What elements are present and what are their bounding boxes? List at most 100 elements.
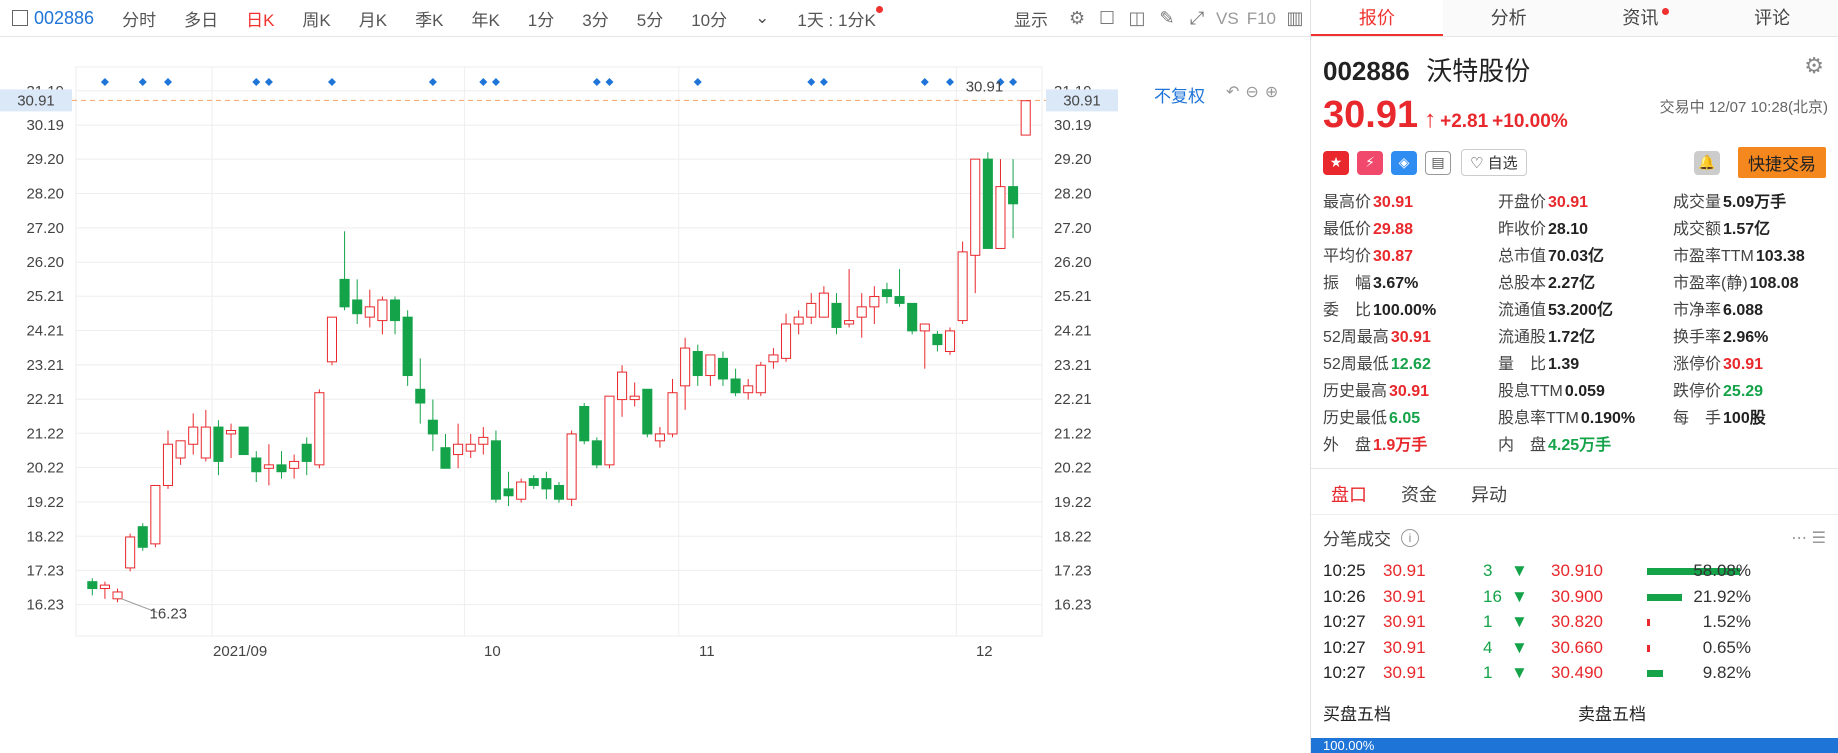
stock-code-link[interactable]: 002886 [34, 7, 95, 28]
vs-button[interactable]: VS [1216, 8, 1239, 28]
subtab-pankou[interactable]: 盘口 [1331, 485, 1367, 505]
stat-value: 12.62 [1390, 356, 1431, 373]
period-duori[interactable]: 多日 [184, 10, 219, 30]
down-arrow-icon: ▼ [1511, 637, 1528, 657]
tab-analysis[interactable]: 分析 [1443, 0, 1575, 36]
period-year-k[interactable]: 年K [471, 10, 500, 30]
period-5min[interactable]: 5分 [636, 10, 664, 30]
stat-value: 30.87 [1373, 248, 1414, 265]
stat-value: 6.088 [1723, 302, 1764, 319]
stat-value: 1.72亿 [1548, 329, 1596, 346]
bell-icon[interactable]: 🔔 [1694, 150, 1720, 175]
action-row: ★ ⚡ ◈ ▤ ♡ 自选 🔔 快捷交易 [1311, 137, 1838, 188]
sidebar-toggle-icon[interactable] [12, 10, 28, 26]
stat-label: 平均价 [1323, 248, 1372, 265]
stat-item: 流通股 1.72亿 [1498, 325, 1673, 350]
period-week-k[interactable]: 周K [302, 10, 331, 30]
period-quarter-k[interactable]: 季K [415, 10, 444, 30]
candle-body [162, 443, 174, 486]
period-month-k[interactable]: 月K [358, 10, 388, 30]
fullscreen-icon[interactable]: ⤢ [1189, 8, 1205, 28]
candle-body [465, 443, 476, 452]
stat-label: 跌停价 [1673, 383, 1722, 400]
dist-pct: 1.52% [1702, 612, 1751, 631]
stat-value: 0.190% [1580, 410, 1636, 427]
stat-value: 53.200亿 [1548, 302, 1613, 319]
candle-body [831, 302, 842, 328]
run-icon[interactable]: ⚡ [1357, 150, 1383, 175]
stat-value: 1.9万手 [1373, 437, 1428, 454]
draw-box-icon[interactable]: ☐ [1098, 8, 1116, 28]
candle-body [137, 526, 148, 548]
undo-icon[interactable]: ↶ [1226, 84, 1240, 101]
tick-volume: 1 [1483, 612, 1493, 631]
period-3min[interactable]: 3分 [582, 10, 609, 30]
x-axis-label: 12 [976, 643, 993, 660]
stock-name: 沃特股份 [1426, 56, 1531, 86]
tick-time: 10:25 [1323, 561, 1366, 580]
display-menu[interactable]: 显示 [1014, 11, 1049, 30]
ticks-title: 分笔成交 [1323, 530, 1391, 549]
note-icon[interactable]: ▤ [1425, 150, 1451, 175]
tick-price: 30.91 [1383, 561, 1426, 580]
down-arrow-icon: ▼ [1511, 586, 1528, 606]
candle-body [352, 299, 363, 315]
tag-icon[interactable]: ◈ [1391, 150, 1417, 175]
tab-news[interactable]: 资讯 [1575, 0, 1707, 36]
stat-label: 52周最低 [1323, 356, 1389, 373]
candle-body [503, 488, 514, 497]
gear-icon[interactable]: ⚙ [1804, 53, 1824, 78]
camera-icon[interactable]: ◫ [1128, 8, 1146, 28]
stat-item: 历史最高 30.91 [1323, 379, 1498, 404]
event-marker [479, 78, 488, 86]
tab-comments-label: 评论 [1754, 8, 1791, 28]
tick-price: 30.91 [1383, 637, 1426, 657]
stat-item: 昨收价 28.10 [1498, 217, 1673, 242]
candle-body [188, 426, 199, 445]
period-select[interactable]: 1天 : 1分K [797, 10, 876, 30]
candle-body [301, 443, 312, 462]
info-icon[interactable]: i [1401, 528, 1419, 547]
settings-icon[interactable]: ⚙ [1068, 8, 1086, 28]
kline-chart[interactable]: 31.1931.1930.1930.1929.2029.2028.2028.20… [0, 38, 1310, 753]
more-icon[interactable]: ⋯ ☰ [1791, 529, 1826, 547]
y-axis-label-right: 19.22 [1054, 494, 1092, 511]
china-flag-icon[interactable]: ★ [1323, 150, 1349, 175]
pen-icon[interactable]: ✎ [1159, 8, 1175, 28]
period-1min[interactable]: 1分 [527, 10, 555, 30]
candle-body [389, 299, 401, 322]
stat-value: 1.39 [1548, 356, 1580, 373]
period-day-k[interactable]: 日K [246, 10, 275, 30]
stat-item: 外 盘 1.9万手 [1323, 433, 1498, 458]
candle-body [263, 464, 274, 469]
zoom-in-icon[interactable]: ⊕ [1264, 84, 1279, 101]
period-10min[interactable]: 10分 [691, 10, 728, 30]
candle-body [818, 292, 829, 318]
period-dropdown-icon[interactable]: ⌄ [755, 8, 770, 27]
tab-quote-label: 报价 [1358, 8, 1395, 28]
subtab-funds[interactable]: 资金 [1401, 485, 1437, 505]
quick-trade-button[interactable]: 快捷交易 [1738, 147, 1826, 178]
candle-body [238, 426, 249, 456]
candle-body [692, 351, 703, 377]
stat-label: 昨收价 [1498, 221, 1547, 238]
candle-body [907, 302, 918, 332]
stat-value: 100.00% [1373, 302, 1437, 319]
tick-row: 10:27 30.91 4 ▼ 30.660 0.65% [1311, 635, 1838, 660]
kline-svg[interactable]: 31.1931.1930.1930.1929.2029.2028.2028.20… [0, 38, 1310, 753]
stat-item: 成交量 5.09万手 [1673, 190, 1838, 215]
candle-body [112, 591, 123, 600]
candle-body [717, 357, 729, 380]
candle-body [705, 354, 716, 377]
f10-button[interactable]: F10 [1246, 8, 1276, 28]
dist-price: 30.900 [1551, 586, 1603, 606]
tab-comments[interactable]: 评论 [1706, 0, 1838, 36]
period-fenshi[interactable]: 分时 [122, 10, 157, 30]
panel-toggle-icon[interactable]: ▥ [1286, 8, 1304, 28]
tab-quote[interactable]: 报价 [1311, 0, 1443, 36]
stat-value: 30.91 [1390, 329, 1431, 346]
add-watchlist-button[interactable]: ♡ 自选 [1461, 149, 1527, 176]
zoom-out-icon[interactable]: ⊖ [1245, 84, 1259, 101]
subtab-movement[interactable]: 异动 [1471, 485, 1507, 505]
adjust-button[interactable]: 不复权 [1154, 87, 1205, 106]
